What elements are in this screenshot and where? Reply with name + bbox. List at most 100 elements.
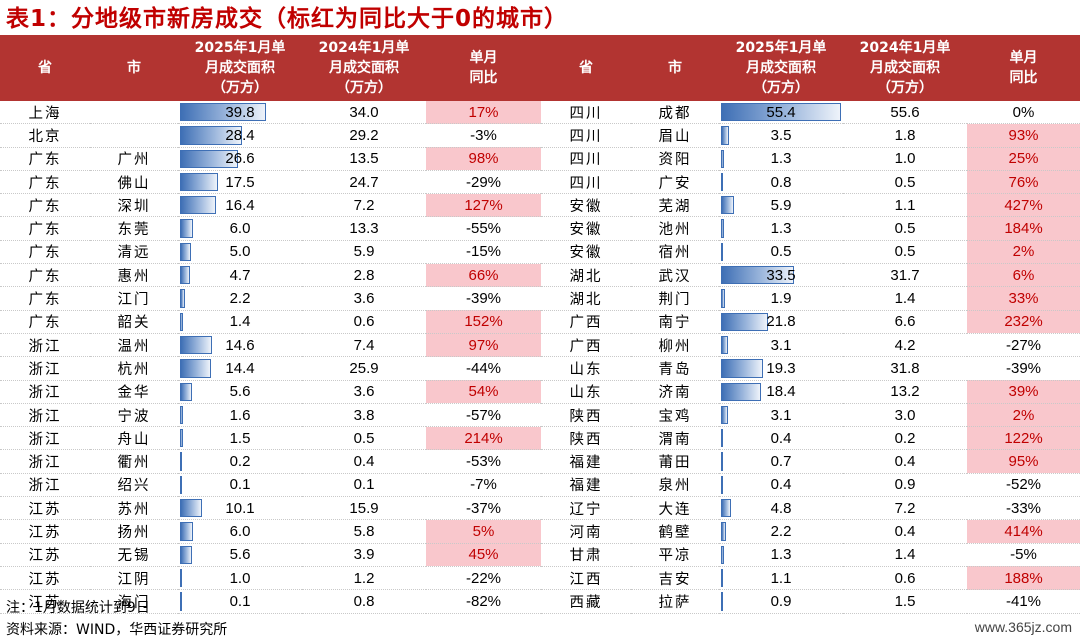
data-bar <box>180 149 238 168</box>
area-2024-cell: 0.5 <box>302 426 426 451</box>
city-cell: 舟山 <box>90 426 178 451</box>
city-cell: 济南 <box>631 380 719 404</box>
city-cell: 温州 <box>90 333 178 358</box>
area-2025-value: 5.6 <box>229 383 251 401</box>
data-bar <box>721 405 728 425</box>
yoy-cell: 5% <box>426 519 541 544</box>
province-cell: 浙江 <box>0 449 90 474</box>
data-bar <box>180 103 267 122</box>
table-row: 江苏 苏州 10.1 15.9 -37% 辽宁 大连 4.8 7.2 -33% <box>0 496 1080 521</box>
province-cell: 江苏 <box>0 589 90 614</box>
area-2025-cell: 0.1 <box>178 589 302 614</box>
province-cell: 安徽 <box>541 240 631 265</box>
area-2025-cell: 0.8 <box>719 170 843 195</box>
table-row: 广东 深圳 16.4 7.2 127% 安徽 芜湖 5.9 1.1 427% <box>0 193 1080 218</box>
area-2024-cell: 34.0 <box>302 101 426 125</box>
data-bar <box>721 335 728 355</box>
city-cell: 池州 <box>631 216 719 241</box>
area-2025-cell: 5.6 <box>178 543 302 567</box>
province-cell: 广东 <box>0 240 90 265</box>
table-row: 北京 28.4 29.2 -3% 四川 眉山 3.5 1.8 93% <box>0 123 1080 148</box>
area-2024-cell: 0.5 <box>843 216 967 241</box>
area-2025-cell: 14.4 <box>178 356 302 381</box>
area-2025-value: 33.5 <box>766 266 796 284</box>
area-2025-value: 5.9 <box>770 196 792 214</box>
area-2024-cell: 1.8 <box>843 123 967 148</box>
data-bar <box>180 359 212 378</box>
area-2024-cell: 1.2 <box>302 566 426 591</box>
area-2024-cell: 0.5 <box>843 170 967 195</box>
area-2025-value: 5.6 <box>229 546 251 564</box>
area-2025-cell: 4.7 <box>178 263 302 288</box>
area-2025-value: 6.0 <box>229 220 251 238</box>
area-2025-cell: 28.4 <box>178 123 302 148</box>
province-cell: 山东 <box>541 356 631 381</box>
area-2024-cell: 5.8 <box>302 519 426 544</box>
area-2025-value: 18.4 <box>766 383 796 401</box>
city-cell: 南宁 <box>631 310 719 334</box>
data-bar <box>180 335 212 355</box>
yoy-cell: -57% <box>426 403 541 428</box>
table-row: 广东 广州 26.6 13.5 98% 四川 资阳 1.3 1.0 25% <box>0 147 1080 171</box>
data-bar <box>721 219 724 238</box>
data-bar <box>180 592 182 611</box>
area-2024-cell: 3.6 <box>302 286 426 311</box>
province-cell: 湖北 <box>541 263 631 288</box>
yoy-cell: 93% <box>967 123 1080 148</box>
area-2024-cell: 0.9 <box>843 473 967 498</box>
area-2024-cell: 55.6 <box>843 101 967 125</box>
data-bar <box>180 126 242 145</box>
area-2025-value: 1.3 <box>770 220 792 238</box>
area-2024-cell: 7.4 <box>302 333 426 358</box>
province-cell: 四川 <box>541 123 631 148</box>
province-cell: 甘肃 <box>541 543 631 567</box>
city-cell <box>90 101 178 125</box>
table-row: 广东 东莞 6.0 13.3 -55% 安徽 池州 1.3 0.5 184% <box>0 216 1080 241</box>
yoy-cell: 95% <box>967 449 1080 474</box>
city-cell: 武汉 <box>631 263 719 288</box>
yoy-cell: 0% <box>967 101 1080 125</box>
city-cell: 佛山 <box>90 170 178 195</box>
area-2024-cell: 0.8 <box>302 589 426 614</box>
yoy-cell: 97% <box>426 333 541 358</box>
yoy-cell: -7% <box>426 473 541 498</box>
data-bar <box>721 149 724 168</box>
area-2025-value: 0.2 <box>229 453 251 471</box>
area-2025-value: 5.0 <box>229 243 251 261</box>
yoy-cell: 17% <box>426 101 541 125</box>
area-2025-cell: 18.4 <box>719 380 843 404</box>
table-row: 浙江 衢州 0.2 0.4 -53% 福建 莆田 0.7 0.4 95% <box>0 449 1080 474</box>
area-2025-value: 39.8 <box>225 103 255 121</box>
header-city: 市 <box>631 35 719 101</box>
yoy-cell: -37% <box>426 496 541 521</box>
city-cell: 惠州 <box>90 263 178 288</box>
city-cell: 绍兴 <box>90 473 178 498</box>
yoy-cell: 6% <box>967 263 1080 288</box>
province-cell: 浙江 <box>0 473 90 498</box>
area-2024-cell: 15.9 <box>302 496 426 521</box>
area-2024-cell: 6.6 <box>843 310 967 334</box>
area-2025-value: 3.5 <box>770 126 792 144</box>
province-cell: 陕西 <box>541 426 631 451</box>
data-bar <box>721 568 724 588</box>
area-2025-cell: 1.0 <box>178 566 302 591</box>
area-2025-cell: 6.0 <box>178 519 302 544</box>
header-province: 省 <box>0 35 90 101</box>
province-cell: 山东 <box>541 380 631 404</box>
yoy-cell: -22% <box>426 566 541 591</box>
data-bar <box>721 382 761 401</box>
area-2025-cell: 1.9 <box>719 286 843 311</box>
area-2025-cell: 1.1 <box>719 566 843 591</box>
area-2025-cell: 5.0 <box>178 240 302 265</box>
area-2025-value: 19.3 <box>766 359 796 377</box>
area-2024-cell: 2.8 <box>302 263 426 288</box>
yoy-cell: 152% <box>426 310 541 334</box>
area-2025-cell: 17.5 <box>178 170 302 195</box>
yoy-cell: 76% <box>967 170 1080 195</box>
province-cell: 广东 <box>0 310 90 334</box>
area-2025-cell: 33.5 <box>719 263 843 288</box>
province-cell: 江苏 <box>0 519 90 544</box>
table-row: 上海 39.8 34.0 17% 四川 成都 55.4 55.6 0% <box>0 101 1080 125</box>
yoy-cell: 2% <box>967 403 1080 428</box>
province-cell: 广东 <box>0 147 90 171</box>
